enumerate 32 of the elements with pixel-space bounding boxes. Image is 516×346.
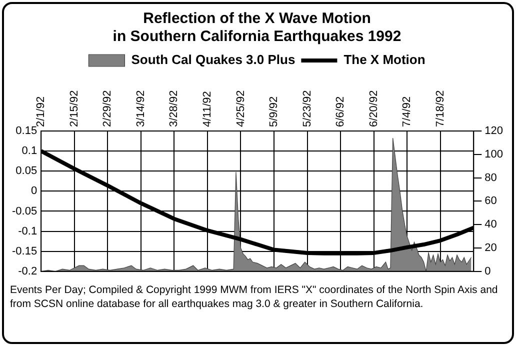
chart-title: Reflection of the X Wave Motion in Southern California Earthquakes 1992 [112,10,402,46]
y2-tick-label: 0 [484,265,491,278]
y-tick-label: 0.05 [16,165,38,178]
x-tick-label: 5/9/92 [268,96,280,127]
y-tick-label: 0 [30,185,38,198]
y-tick-label: -0.1 [18,225,38,238]
x-tick-label: 5/23/92 [301,90,314,127]
x-tick-label: 3/14/92 [134,90,147,127]
x-tick-label: 7/4/92 [401,96,414,127]
x-tick-label: 3/28/92 [168,90,180,127]
y2-tick-label: 20 [484,242,497,254]
x-tick-label: 4/25/92 [234,90,247,127]
x-tick-label: 4/11/92 [201,91,214,127]
legend-label: The X Motion [344,52,426,68]
y2-tick-label: 60 [484,195,497,208]
x-tick-label: 2/15/92 [68,90,80,127]
y-tick-label: -0.2 [18,265,38,278]
y-tick-label: -0.15 [12,245,38,258]
y2-tick-label: 100 [484,148,504,160]
x-tick-label: 6/20/92 [368,90,380,127]
y-tick-label: 0.15 [16,125,38,138]
text: Events Per Day; Compiled & Copyright 1999 MWM from IERS "X" coordinates of the North Spin Axis and from SCSN online database for all earthquakes mag 3.0 & greater in Southern California. [10,283,499,311]
x-tick-label: 7/18/92 [434,90,446,127]
y2-tick-label: 120 [484,125,504,138]
y2-tick-label: 40 [484,218,497,231]
legend-label: South Cal Quakes 3.0 Plus [131,52,296,68]
y-tick-label: 0.1 [22,145,38,158]
x-tick-label: 2/29/92 [102,90,114,127]
y-tick-label: -0.05 [12,205,38,218]
y2-tick-label: 80 [484,172,497,184]
x-tick-label: 6/6/92 [334,96,347,127]
x-tick-label: 2/1/92 [35,96,48,127]
